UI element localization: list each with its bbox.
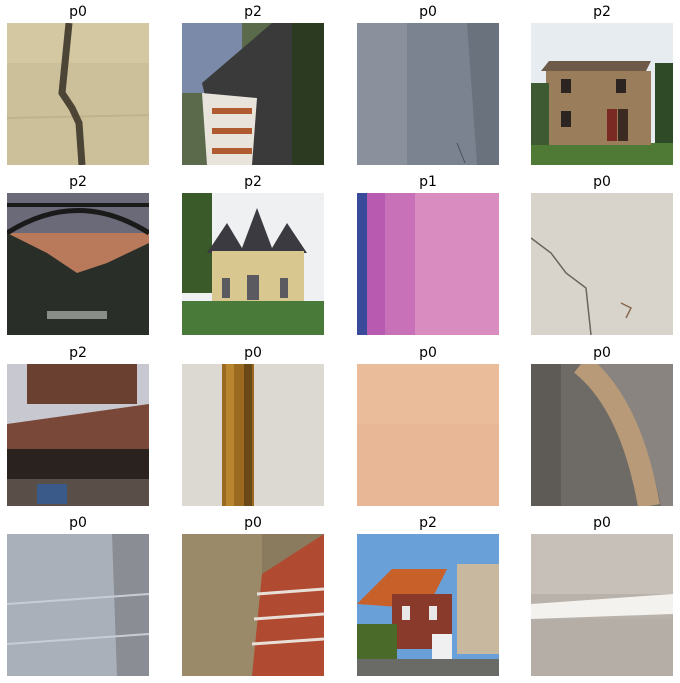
grid-tile: p0 [531, 513, 673, 676]
temple-image [7, 364, 149, 506]
tile-label: p0 [593, 174, 611, 190]
tile-label: p1 [419, 174, 437, 190]
brick-stone-image [182, 534, 324, 676]
rotated-building-image [182, 23, 324, 165]
grey-surface-image [357, 23, 499, 165]
victorian-house-image [182, 193, 324, 335]
tile-label: p2 [593, 4, 611, 20]
grid-tile: p2 [182, 2, 324, 165]
tile-label: p0 [593, 345, 611, 361]
stone-arch-image [531, 364, 673, 506]
peach-surface-image [357, 364, 499, 506]
grid-tile: p2 [7, 172, 149, 335]
pink-surface-image [357, 193, 499, 335]
bridge-valley-image [7, 193, 149, 335]
grid-tile: p0 [182, 513, 324, 676]
tile-label: p0 [69, 515, 87, 531]
grid-tile: p2 [7, 343, 149, 506]
tile-label: p2 [69, 345, 87, 361]
pole-image [182, 364, 324, 506]
brick-house-image [357, 534, 499, 676]
wall-crack-image [7, 23, 149, 165]
tile-label: p0 [419, 4, 437, 20]
stone-house-image [531, 23, 673, 165]
grid-tile: p0 [7, 2, 149, 165]
tile-label: p2 [419, 515, 437, 531]
tile-label: p2 [69, 174, 87, 190]
concrete-wall-image [7, 534, 149, 676]
tile-label: p0 [419, 345, 437, 361]
tile-label: p0 [69, 4, 87, 20]
tile-label: p0 [244, 515, 262, 531]
grid-tile: p0 [357, 343, 499, 506]
light-surface-image [531, 534, 673, 676]
grid-tile: p0 [7, 513, 149, 676]
grid-tile: p0 [531, 172, 673, 335]
grid-tile: p0 [182, 343, 324, 506]
grid-tile: p0 [531, 343, 673, 506]
grid-tile: p2 [182, 172, 324, 335]
grid-tile: p1 [357, 172, 499, 335]
tile-label: p0 [593, 515, 611, 531]
plaster-crack-image [531, 193, 673, 335]
grid-tile: p2 [357, 513, 499, 676]
tile-label: p0 [244, 345, 262, 361]
grid-tile: p0 [357, 2, 499, 165]
grid-tile: p2 [531, 2, 673, 165]
tile-label: p2 [244, 174, 262, 190]
tile-label: p2 [244, 4, 262, 20]
